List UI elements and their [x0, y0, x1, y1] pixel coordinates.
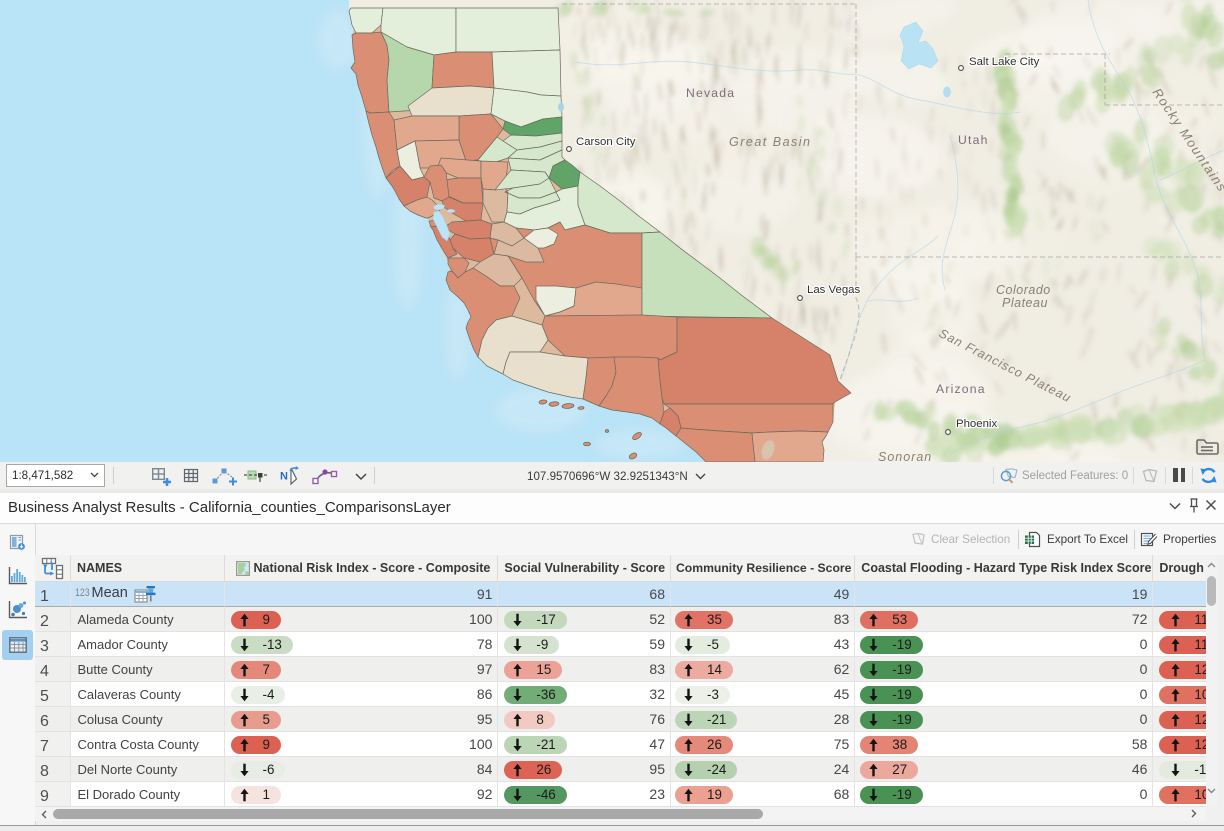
svg-text:Arizona: Arizona — [936, 382, 986, 396]
svg-text:Salt Lake City: Salt Lake City — [969, 56, 1040, 68]
svg-text:Colorado: Colorado — [996, 283, 1051, 297]
svg-text:Plateau: Plateau — [1002, 296, 1048, 310]
svg-text:Phoenix: Phoenix — [956, 418, 997, 430]
svg-text:Utah: Utah — [958, 133, 989, 147]
svg-text:Las Vegas: Las Vegas — [807, 284, 861, 296]
svg-text:Sonoran: Sonoran — [878, 450, 932, 462]
svg-text:Great Basin: Great Basin — [729, 135, 812, 149]
svg-text:Nevada: Nevada — [686, 86, 735, 100]
svg-text:N: N — [280, 471, 288, 483]
svg-text:Carson City: Carson City — [576, 136, 636, 148]
